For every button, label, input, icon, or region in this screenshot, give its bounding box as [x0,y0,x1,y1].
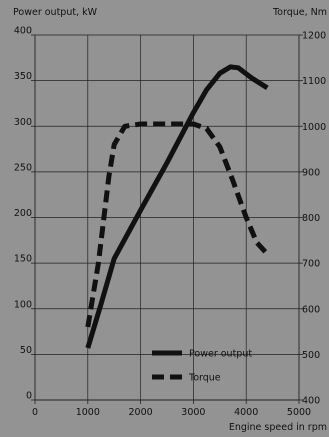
left-tick-label: 400 [14,26,32,37]
series-layer [85,64,270,349]
tick-labels: 0 1000 2000 3000 4000 5000 0 50 100 150 200 250 300 3… [14,26,326,419]
torque-line [85,121,270,328]
x-tick-label: 3000 [181,407,205,418]
left-tick-label: 150 [14,254,32,265]
left-tick-label: 200 [14,208,32,219]
x-tick-label: 2000 [129,407,153,418]
left-tick-label: 100 [14,299,32,310]
left-tick-label: 350 [14,71,32,82]
right-tick-label: 700 [302,259,320,270]
right-tick-label: 1200 [302,31,326,42]
right-tick-label: 500 [302,350,320,361]
right-tick-label: 900 [302,167,320,178]
left-axis-title: Power output, kW [13,7,98,18]
x-tick-label: 5000 [287,407,311,418]
x-tick-label: 4000 [234,407,258,418]
power-output-line [85,64,269,349]
legend-label-power-output: Power output [189,349,252,360]
right-tick-label: 600 [302,304,320,315]
axes [31,34,303,404]
right-tick-label: 1000 [302,122,326,133]
x-axis-title: Engine speed in rpm [229,422,327,433]
left-tick-label: 250 [14,162,32,173]
left-tick-label: 300 [14,117,32,128]
x-tick-label: 1000 [76,407,100,418]
right-tick-label: 400 [302,396,320,407]
right-axis-title: Torque, Nm [272,7,327,18]
right-tick-label: 800 [302,213,320,224]
x-tick-label: 0 [32,407,38,418]
right-tick-label: 1100 [302,76,326,87]
left-tick-label: 0 [26,391,32,402]
left-tick-label: 50 [20,345,32,356]
legend-label-torque: Torque [188,373,221,384]
legend: Power output Torque [152,349,252,384]
